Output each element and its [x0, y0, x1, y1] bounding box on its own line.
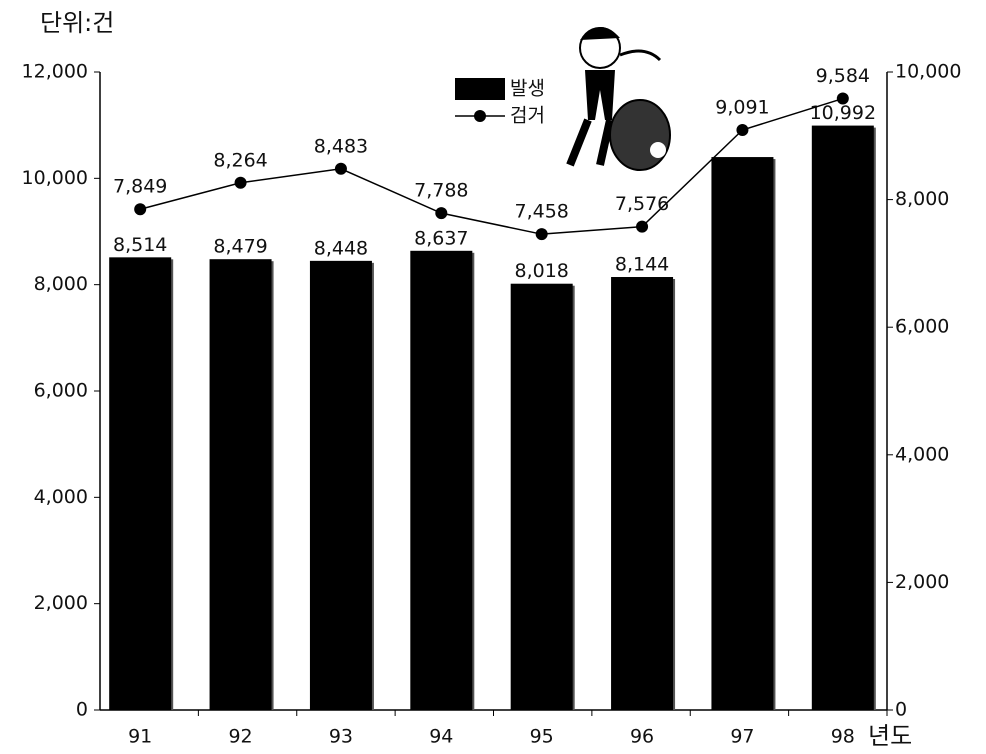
legend-label: 발생	[510, 78, 545, 100]
y2-tick-label: 0	[895, 699, 907, 721]
x-tick-label: 96	[630, 726, 654, 748]
bar-value-label: 8,144	[615, 254, 669, 276]
bar-value-label: 8,018	[514, 260, 568, 282]
legend-swatch	[455, 78, 505, 100]
x-tick-label: 94	[429, 726, 453, 748]
line-value-label: 7,788	[414, 180, 468, 202]
bar	[309, 260, 372, 710]
y2-tick-label: 10,000	[895, 61, 961, 83]
bar-value-label: 8,514	[113, 234, 167, 256]
y2-tick-label: 8,000	[895, 188, 949, 210]
unit-label: 단위:건	[40, 9, 114, 37]
y-tick-label: 4,000	[34, 486, 88, 508]
bar-value-label: 8,637	[414, 227, 468, 249]
x-tick-label: 93	[329, 726, 353, 748]
bar	[410, 250, 473, 710]
y-tick-label: 2,000	[34, 592, 88, 614]
bar	[711, 157, 774, 711]
bar	[611, 277, 674, 710]
line-value-label: 8,483	[314, 135, 368, 157]
line-value-label: 7,576	[615, 193, 669, 215]
line-point	[435, 207, 448, 220]
bar	[109, 257, 172, 710]
bar-value-label: 8,479	[213, 236, 267, 258]
y-tick-label: 0	[76, 699, 88, 721]
y2-tick-label: 2,000	[895, 571, 949, 593]
x-tick-label: 97	[730, 726, 754, 748]
line-value-label: 8,264	[213, 149, 267, 171]
illustration	[566, 26, 671, 171]
line-point	[334, 162, 347, 175]
bar-value-label: 10,992	[810, 102, 876, 124]
bar	[209, 259, 272, 710]
x-axis-label: 년도	[868, 722, 912, 750]
line-point	[636, 220, 649, 233]
line-point	[836, 92, 849, 105]
line-value-label: 7,458	[514, 201, 568, 223]
x-tick-label: 91	[128, 726, 152, 748]
y-tick-label: 10,000	[22, 167, 88, 189]
legend-dot	[474, 110, 486, 122]
x-tick-label: 98	[831, 726, 855, 748]
line-value-label: 9,091	[715, 96, 769, 118]
line-point	[535, 228, 548, 241]
line-point	[234, 176, 247, 189]
line-value-label: 7,849	[113, 176, 167, 198]
y-tick-label: 8,000	[34, 273, 88, 295]
bar	[811, 125, 874, 711]
y-tick-label: 6,000	[34, 380, 88, 402]
y2-tick-label: 6,000	[895, 316, 949, 338]
y-tick-label: 12,000	[22, 61, 88, 83]
line-series	[139, 97, 844, 235]
x-tick-label: 92	[228, 726, 252, 748]
y2-tick-label: 4,000	[895, 443, 949, 465]
line-point	[134, 203, 147, 216]
line-value-label: 9,584	[816, 65, 870, 87]
bar	[510, 283, 573, 710]
bar-value-label: 8,448	[314, 237, 368, 259]
x-tick-label: 95	[530, 726, 554, 748]
line-point	[736, 123, 749, 136]
legend-label: 검거	[510, 105, 545, 127]
